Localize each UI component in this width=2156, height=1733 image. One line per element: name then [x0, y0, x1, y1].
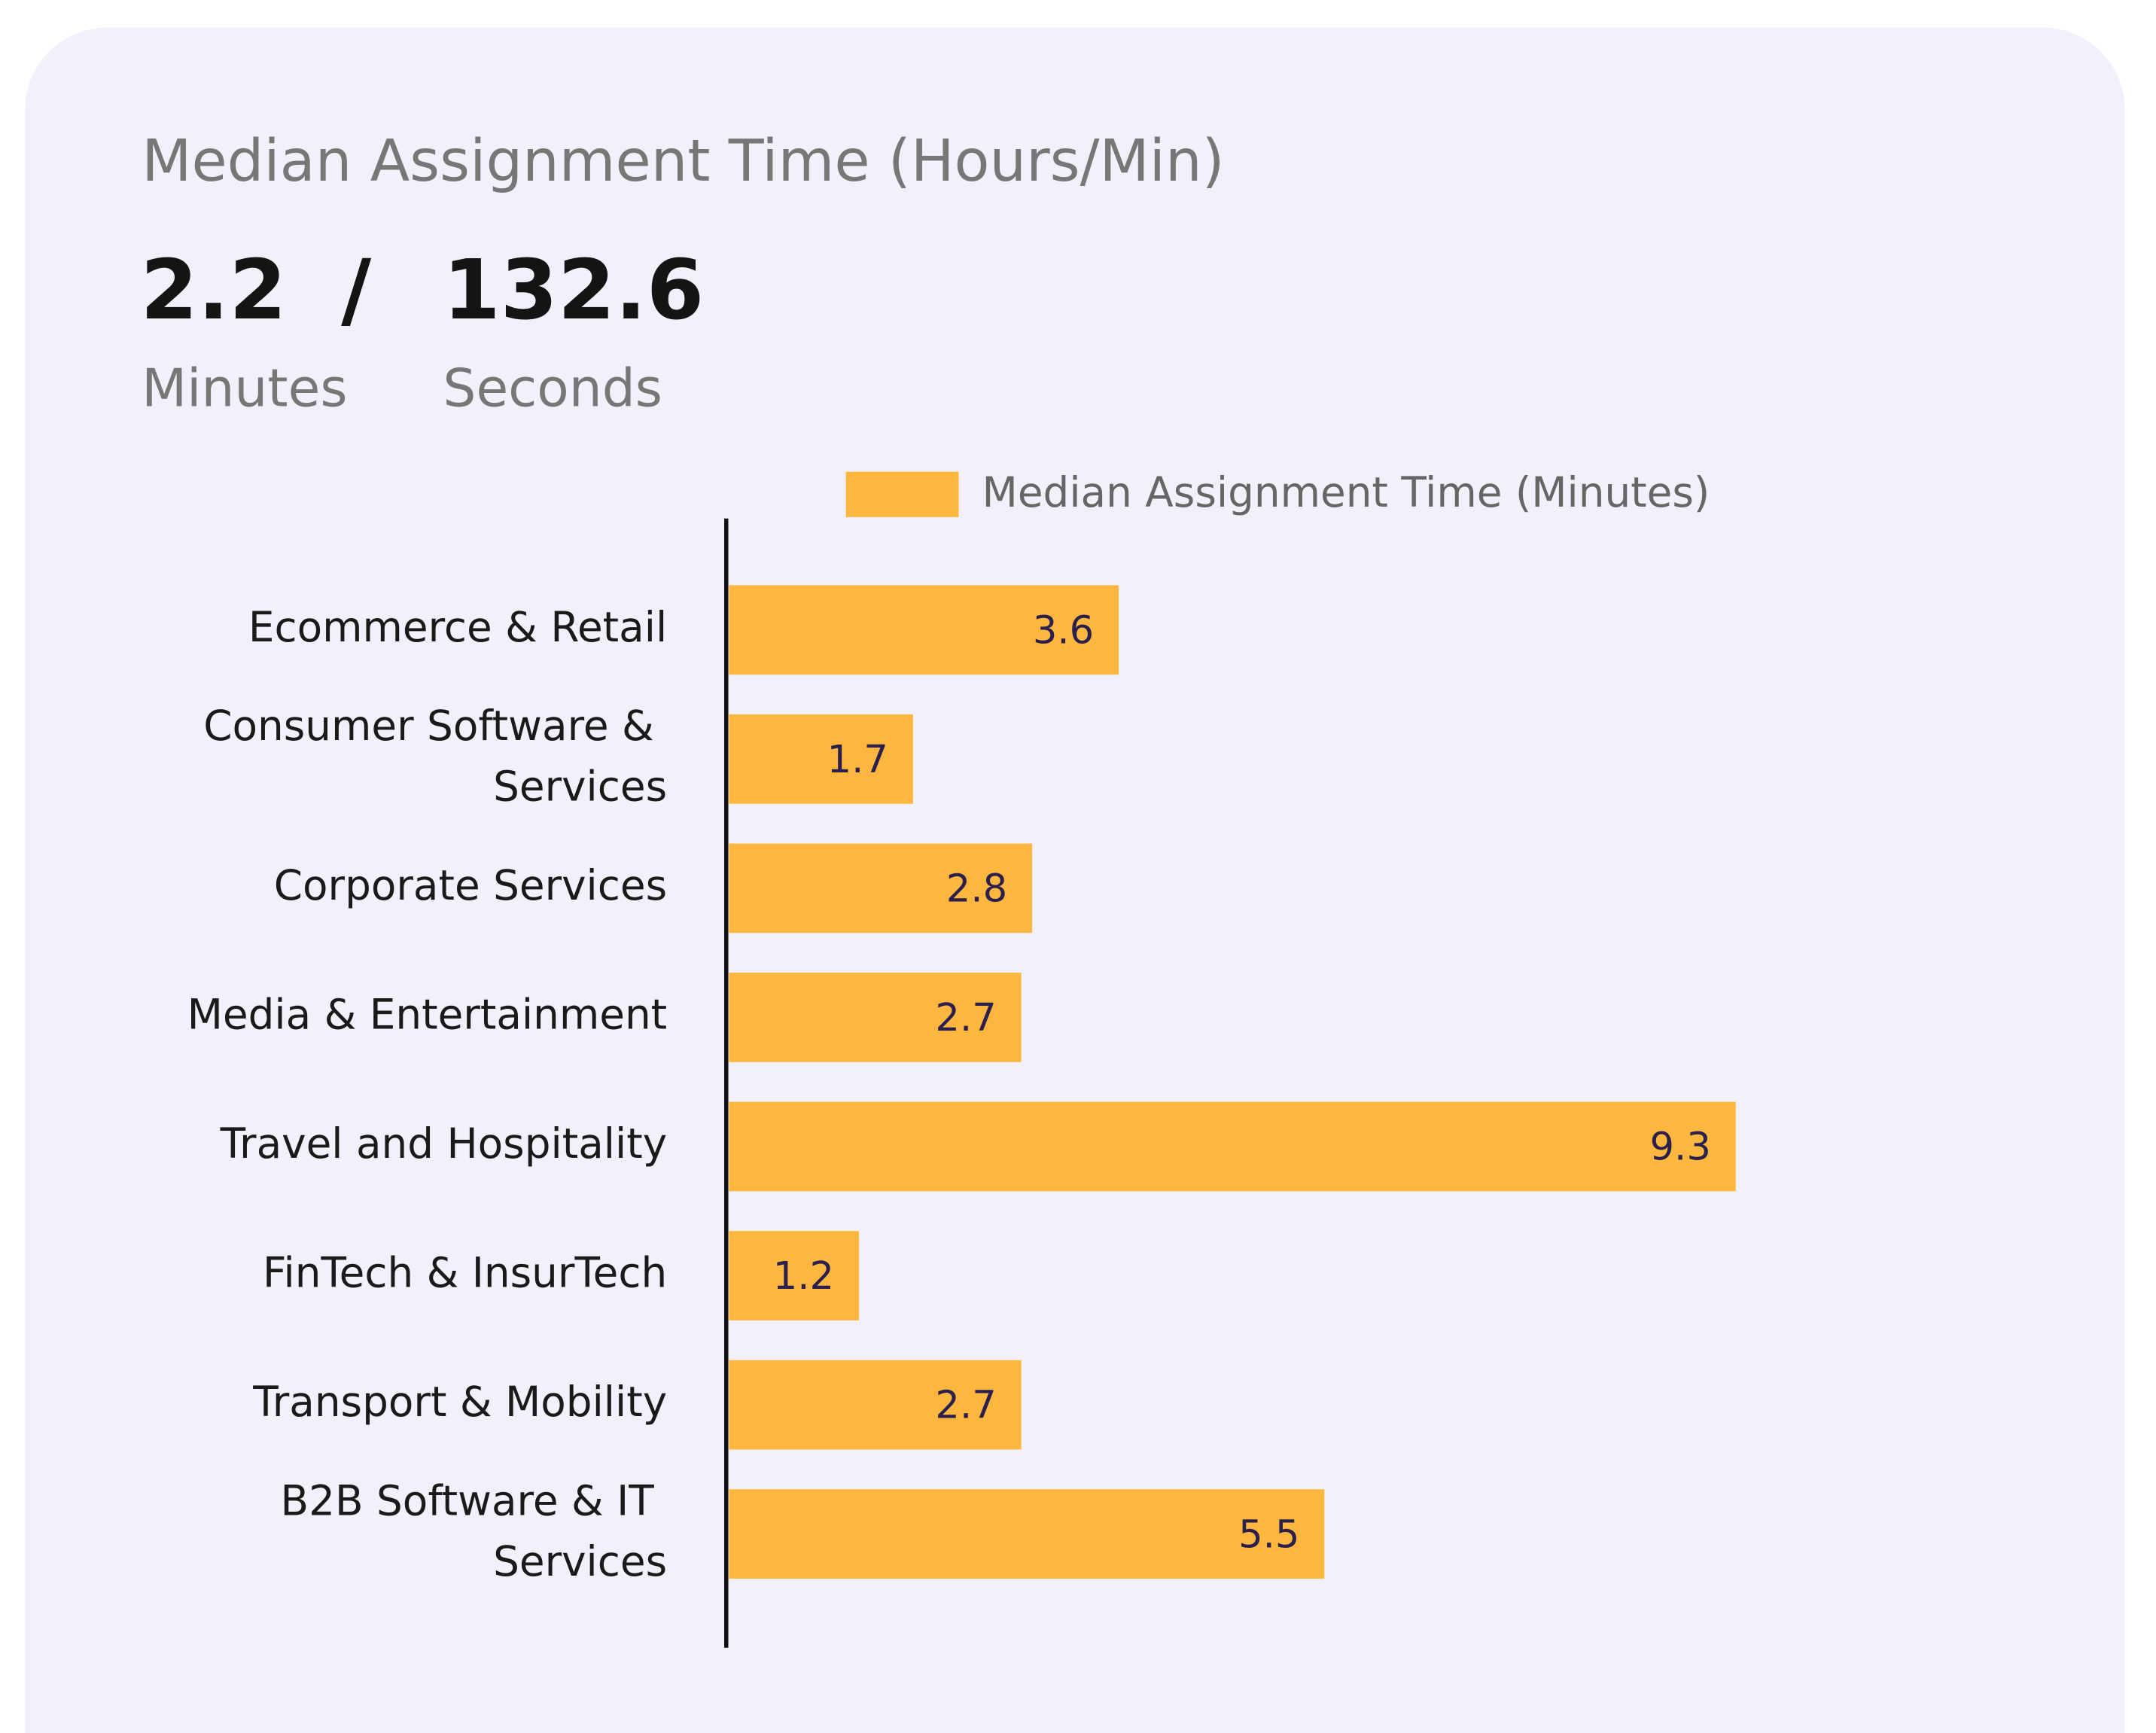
- stat-unit: Seconds: [443, 359, 662, 419]
- bar: [729, 973, 1022, 1062]
- value-label: 5.5: [1238, 1512, 1299, 1557]
- y-tick-label: Consumer Software & Services: [203, 702, 667, 810]
- legend-swatch: [845, 471, 959, 517]
- value-label: 1.7: [827, 738, 888, 782]
- y-tick-label: Ecommerce & Retail: [248, 603, 667, 651]
- stat-separator: /: [341, 242, 372, 338]
- value-label: 2.8: [946, 867, 1007, 912]
- bar: [729, 843, 1033, 934]
- bar: [729, 585, 1119, 675]
- value-label: 3.6: [1033, 608, 1094, 653]
- y-tick-label: B2B Software & IT Services: [281, 1477, 668, 1585]
- chart-title: Median Assignment Time (Hours/Min): [142, 128, 1224, 195]
- stat-value: 2.2: [140, 242, 286, 338]
- value-label: 2.7: [935, 996, 996, 1040]
- bar: [729, 1489, 1325, 1579]
- bar: [729, 1101, 1736, 1192]
- value-label: 1.2: [773, 1254, 834, 1299]
- legend-label: Median Assignment Time (Minutes): [982, 468, 1710, 516]
- y-tick-label: FinTech & InsurTech: [263, 1249, 667, 1297]
- card: [25, 27, 2125, 1733]
- value-label: 9.3: [1650, 1125, 1711, 1170]
- bar: [729, 1360, 1022, 1450]
- stat-unit: Minutes: [142, 359, 347, 419]
- bar: [729, 714, 913, 804]
- y-tick-label: Corporate Services: [274, 861, 667, 909]
- y-tick-label: Media & Entertainment: [187, 991, 668, 1039]
- bar: [729, 1231, 859, 1320]
- value-label: 2.7: [935, 1384, 996, 1428]
- y-tick-label: Transport & Mobility: [252, 1378, 667, 1426]
- y-tick-label: Travel and Hospitality: [220, 1119, 668, 1168]
- stat-value: 132.6: [443, 242, 704, 338]
